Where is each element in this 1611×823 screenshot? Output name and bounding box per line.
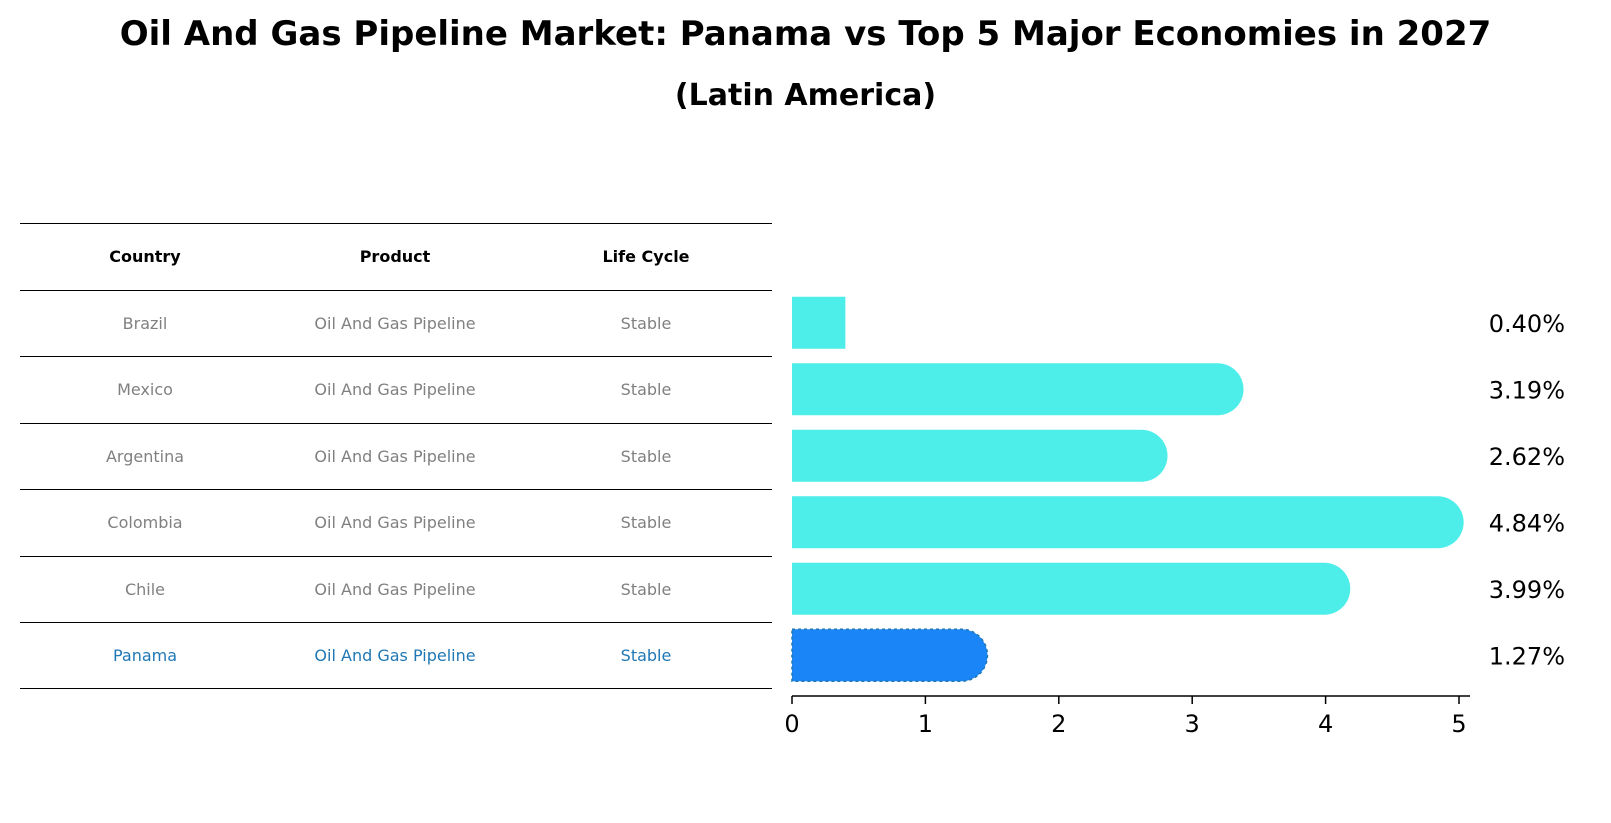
bar: [792, 296, 846, 349]
cell-country: Chile: [124, 579, 166, 599]
bar: [792, 496, 1464, 549]
header-country: Country: [109, 247, 181, 267]
cell-life-cycle: Stable: [620, 380, 672, 400]
table-row: Mexico Oil And Gas Pipeline Stable: [20, 356, 772, 423]
cell-country: Brazil: [122, 313, 168, 333]
x-tick-label: 0: [784, 710, 799, 738]
data-label: 2.62%: [1489, 443, 1565, 471]
bar: [792, 363, 1244, 416]
country-table: Country Product Life Cycle Brazil Oil An…: [20, 223, 772, 689]
table-row: Colombia Oil And Gas Pipeline Stable: [20, 489, 772, 556]
cell-country: Colombia: [107, 513, 183, 533]
table-row: Chile Oil And Gas Pipeline Stable: [20, 555, 772, 623]
cell-life-cycle: Stable: [620, 579, 672, 599]
header-life-cycle: Life Cycle: [602, 247, 690, 267]
cell-country: Mexico: [117, 380, 173, 400]
cell-product: Oil And Gas Pipeline: [314, 380, 476, 400]
cell-product: Oil And Gas Pipeline: [314, 446, 476, 466]
table-row: Brazil Oil And Gas Pipeline Stable: [20, 289, 772, 357]
data-label: 3.19%: [1489, 376, 1565, 404]
x-tick-label: 4: [1318, 710, 1333, 738]
header-product: Product: [359, 247, 431, 267]
cell-life-cycle: Stable: [620, 645, 672, 665]
cell-product: Oil And Gas Pipeline: [314, 645, 476, 665]
table-row: Argentina Oil And Gas Pipeline Stable: [20, 422, 772, 490]
x-tick-label: 5: [1451, 710, 1466, 738]
bar: [791, 628, 989, 682]
cell-product: Oil And Gas Pipeline: [314, 513, 476, 533]
bar: [792, 429, 1168, 482]
x-tick-label: 2: [1051, 710, 1066, 738]
chart-subtitle: (Latin America): [674, 78, 937, 113]
x-tick-label: 1: [918, 710, 933, 738]
data-label: 0.40%: [1489, 310, 1565, 338]
cell-life-cycle: Stable: [620, 513, 672, 533]
data-label: 1.27%: [1489, 642, 1565, 670]
data-label: 3.99%: [1489, 576, 1565, 604]
cell-product: Oil And Gas Pipeline: [314, 313, 476, 333]
data-label: 4.84%: [1489, 509, 1565, 537]
bar: [792, 562, 1351, 615]
table-header-row: Country Product Life Cycle: [20, 223, 772, 290]
table-row-highlight: Panama Oil And Gas Pipeline Stable: [20, 622, 772, 689]
cell-country: Argentina: [105, 446, 185, 466]
cell-life-cycle: Stable: [620, 313, 672, 333]
cell-country: Panama: [112, 645, 178, 665]
chart-title: Oil And Gas Pipeline Market: Panama vs T…: [119, 14, 1492, 54]
x-tick-label: 3: [1185, 710, 1200, 738]
cell-life-cycle: Stable: [620, 446, 672, 466]
cell-product: Oil And Gas Pipeline: [314, 579, 476, 599]
